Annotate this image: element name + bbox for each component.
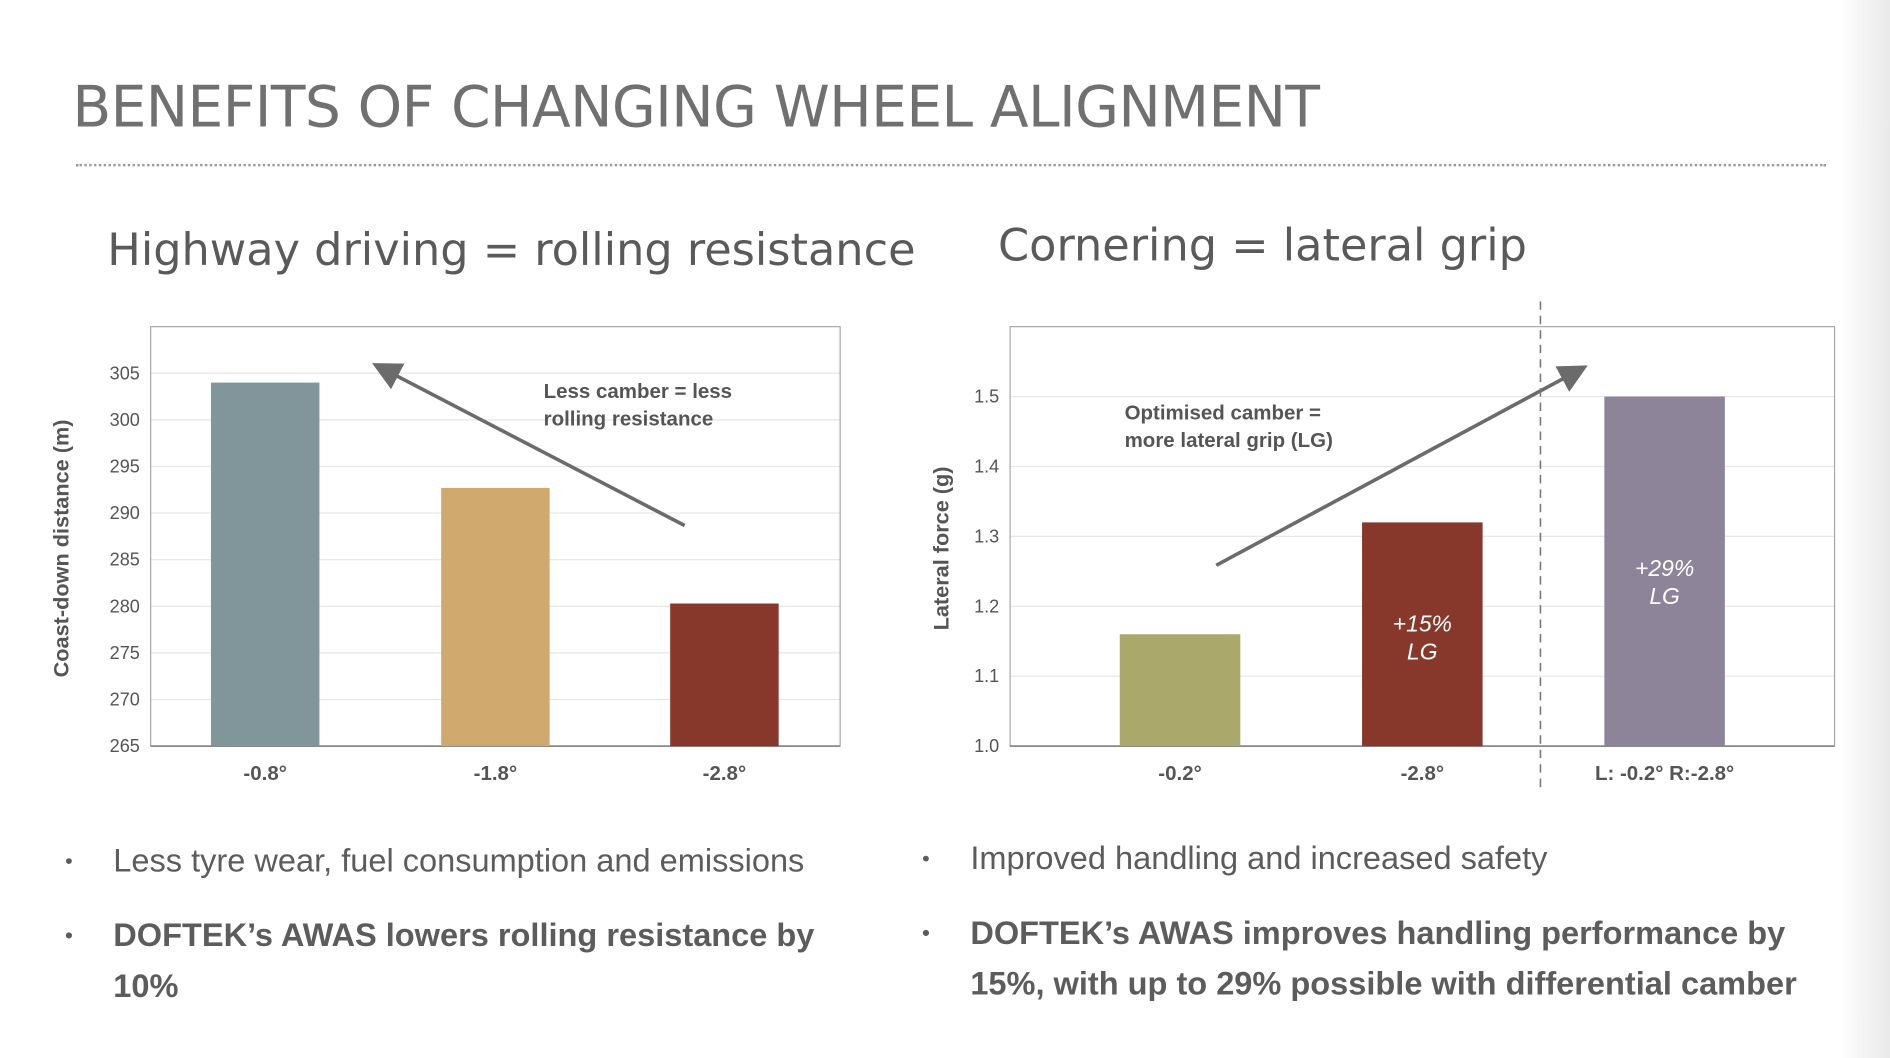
bullet-text: DOFTEK’s AWAS improves handling performa… <box>970 914 1797 1002</box>
x-tick-label: -2.8° <box>1401 762 1444 785</box>
bullet-icon: • <box>922 846 930 871</box>
x-tick-label: -0.2° <box>1158 762 1202 785</box>
bar-data-label: LG <box>1649 583 1680 609</box>
annotation-text: Optimised camber = <box>1125 401 1321 424</box>
trend-arrow <box>1215 365 1588 567</box>
right-subtitle: Cornering = lateral grip <box>998 219 1527 272</box>
bar-data-label: +15% <box>1393 611 1452 637</box>
bullet-text: Improved handling and increased safety <box>970 840 1548 877</box>
annotation-text: Less camber = less <box>544 380 732 403</box>
y-tick-label: 1.1 <box>974 666 999 686</box>
y-tick-label: 1.0 <box>974 736 999 756</box>
annotation-text: rolling resistance <box>544 407 714 430</box>
bullet-icon: • <box>922 920 930 946</box>
y-tick-label: 1.3 <box>974 526 999 546</box>
left-bullet-2: • DOFTEK’s AWAS lowers rolling resistance… <box>65 910 860 1011</box>
bullet-text: Less tyre wear, fuel consumption and emi… <box>113 842 805 879</box>
left-subtitle: Highway driving = rolling resistance <box>107 224 916 277</box>
y-tick-label: 1.2 <box>974 596 999 616</box>
x-tick-label: -1.8° <box>474 762 518 785</box>
y-tick-label: 290 <box>110 503 140 523</box>
y-tick-label: 275 <box>110 643 140 663</box>
y-tick-label: 265 <box>110 736 140 756</box>
bar-3 <box>670 603 779 747</box>
page-edge-shadow <box>1839 0 1890 1058</box>
y-tick-label: 1.5 <box>974 387 999 407</box>
y-axis-label: Lateral force (g) <box>929 466 954 630</box>
bar-3 <box>1604 396 1725 747</box>
bar-1 <box>1119 634 1241 747</box>
bar-2 <box>441 487 550 747</box>
bar-data-label: LG <box>1407 638 1438 664</box>
y-tick-label: 285 <box>110 550 140 570</box>
chart-2: 1.01.11.21.31.41.5-0.2° -2.8°+15%LGL: -0.… <box>929 301 1836 794</box>
bullet-icon: • <box>65 923 73 948</box>
y-tick-label: 300 <box>110 410 140 430</box>
bullet-text: DOFTEK’s AWAS lowers rolling resistance … <box>113 917 815 1005</box>
y-tick-label: 295 <box>110 457 140 477</box>
x-tick-label: L: -0.2° R:-2.8° <box>1595 762 1734 785</box>
slide-title: BENEFITS OF CHANGING WHEEL ALIGNMENT <box>72 74 1320 142</box>
y-tick-label: 270 <box>110 690 140 710</box>
y-axis-label: Coast-down distance (m) <box>49 420 74 678</box>
y-tick-label: 305 <box>110 363 140 383</box>
bar-2 <box>1362 522 1483 747</box>
y-tick-label: 1.4 <box>974 457 999 477</box>
right-bullet-1: • Improved handling and increased safety <box>922 833 1838 884</box>
right-bullet-2: • DOFTEK’s AWAS improves handling perform… <box>922 908 1862 1009</box>
annotation-text: more lateral grip (LG) <box>1125 429 1333 452</box>
bullet-icon: • <box>65 848 73 873</box>
bar-data-label: +29% <box>1635 555 1694 581</box>
left-bullet-1: • Less tyre wear, fuel consumption and em… <box>65 835 884 886</box>
x-tick-label: -0.8° <box>243 762 287 785</box>
title-divider <box>75 163 1827 167</box>
y-tick-label: 280 <box>110 596 140 616</box>
trend-arrow <box>372 363 686 528</box>
bar-1 <box>210 382 320 747</box>
chart-1: 265 270 275 280 285 290 295 300 305 -0.8° -1.8° -2.… <box>49 326 841 785</box>
x-tick-label: -2.8° <box>703 762 747 785</box>
